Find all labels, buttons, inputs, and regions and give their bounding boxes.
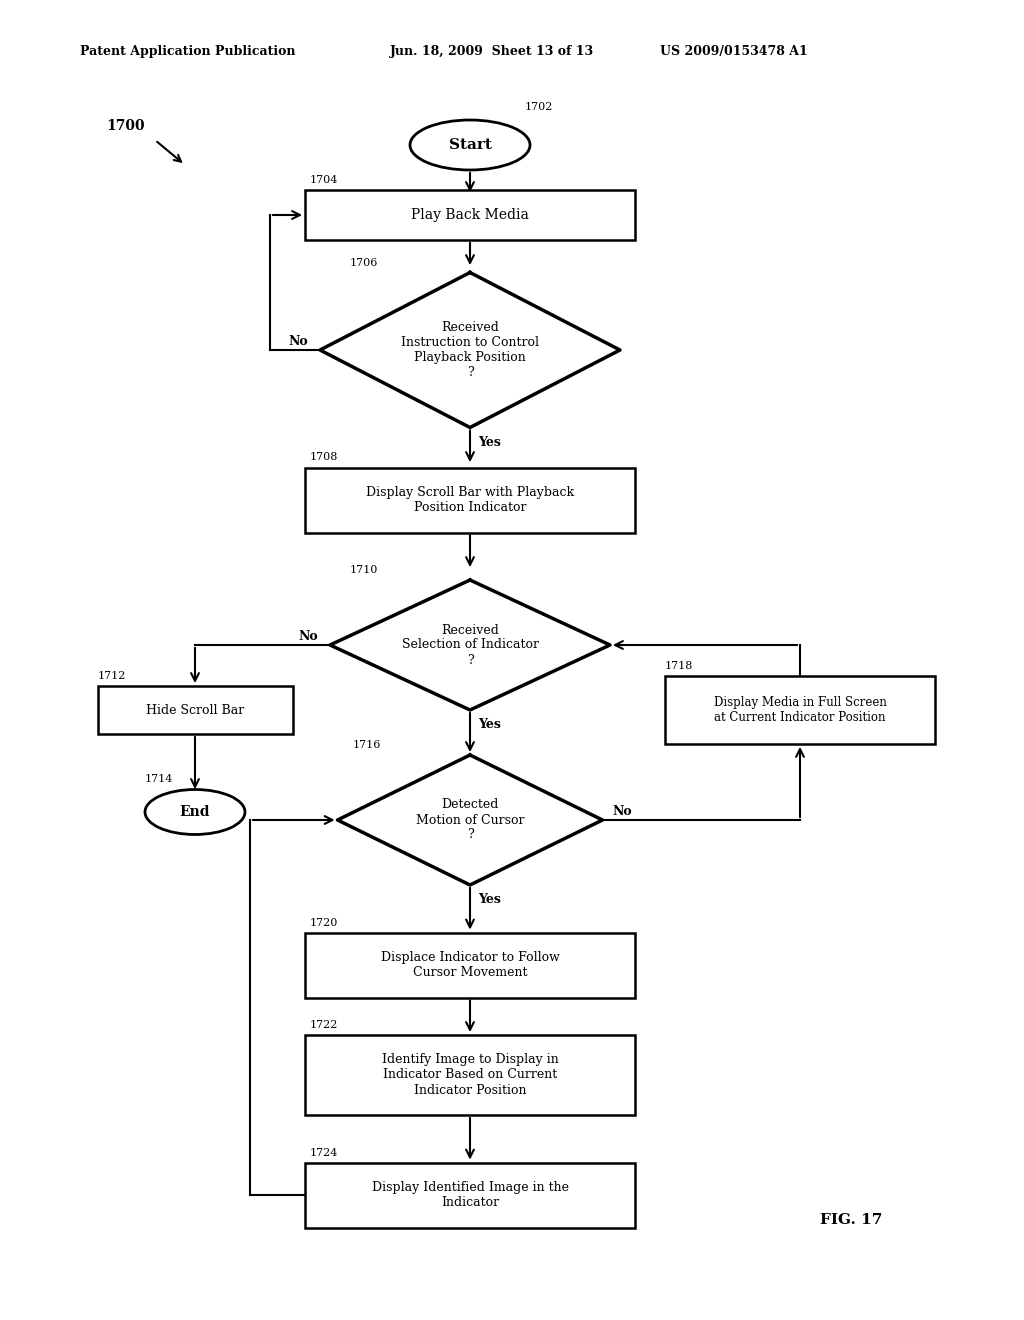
Text: 1714: 1714 bbox=[145, 775, 173, 784]
Text: Patent Application Publication: Patent Application Publication bbox=[80, 45, 296, 58]
Ellipse shape bbox=[145, 789, 245, 834]
Text: 1718: 1718 bbox=[665, 661, 693, 671]
Text: 1710: 1710 bbox=[350, 565, 379, 576]
Bar bbox=[305, 190, 635, 240]
Bar bbox=[305, 467, 635, 532]
Text: Display Scroll Bar with Playback
Position Indicator: Display Scroll Bar with Playback Positio… bbox=[366, 486, 574, 513]
Text: Yes: Yes bbox=[478, 894, 501, 906]
Text: Start: Start bbox=[449, 139, 492, 152]
Polygon shape bbox=[319, 272, 620, 428]
Text: Received
Instruction to Control
Playback Position
?: Received Instruction to Control Playback… bbox=[401, 321, 539, 379]
Text: 1716: 1716 bbox=[352, 741, 381, 750]
Text: 1704: 1704 bbox=[310, 176, 338, 185]
Text: Play Back Media: Play Back Media bbox=[411, 209, 529, 222]
Text: 1706: 1706 bbox=[350, 257, 379, 268]
Text: No: No bbox=[289, 335, 308, 348]
Ellipse shape bbox=[410, 120, 530, 170]
Text: No: No bbox=[298, 630, 318, 643]
Text: Jun. 18, 2009  Sheet 13 of 13: Jun. 18, 2009 Sheet 13 of 13 bbox=[390, 45, 594, 58]
Bar bbox=[97, 686, 293, 734]
Text: Received
Selection of Indicator
?: Received Selection of Indicator ? bbox=[401, 623, 539, 667]
Bar bbox=[305, 1035, 635, 1115]
Text: US 2009/0153478 A1: US 2009/0153478 A1 bbox=[660, 45, 808, 58]
Bar bbox=[665, 676, 935, 744]
Text: 1712: 1712 bbox=[97, 671, 126, 681]
Text: 1708: 1708 bbox=[310, 453, 338, 462]
Text: 1720: 1720 bbox=[310, 917, 338, 928]
Text: 1724: 1724 bbox=[310, 1147, 338, 1158]
Text: Identify Image to Display in
Indicator Based on Current
Indicator Position: Identify Image to Display in Indicator B… bbox=[382, 1053, 558, 1097]
Polygon shape bbox=[330, 579, 610, 710]
Text: Yes: Yes bbox=[478, 718, 501, 731]
Bar bbox=[305, 932, 635, 998]
Bar bbox=[305, 1163, 635, 1228]
Text: Displace Indicator to Follow
Cursor Movement: Displace Indicator to Follow Cursor Move… bbox=[381, 950, 559, 979]
Text: 1700: 1700 bbox=[106, 119, 145, 133]
Text: Hide Scroll Bar: Hide Scroll Bar bbox=[145, 704, 244, 717]
Text: 1722: 1722 bbox=[310, 1020, 338, 1030]
Text: No: No bbox=[612, 805, 632, 818]
Text: 1702: 1702 bbox=[525, 102, 553, 112]
Polygon shape bbox=[338, 755, 602, 884]
Text: Display Identified Image in the
Indicator: Display Identified Image in the Indicato… bbox=[372, 1181, 568, 1209]
Text: FIG. 17: FIG. 17 bbox=[820, 1213, 883, 1228]
Text: Detected
Motion of Cursor
?: Detected Motion of Cursor ? bbox=[416, 799, 524, 842]
Text: Yes: Yes bbox=[478, 436, 501, 449]
Text: End: End bbox=[180, 805, 210, 818]
Text: Display Media in Full Screen
at Current Indicator Position: Display Media in Full Screen at Current … bbox=[714, 696, 887, 723]
